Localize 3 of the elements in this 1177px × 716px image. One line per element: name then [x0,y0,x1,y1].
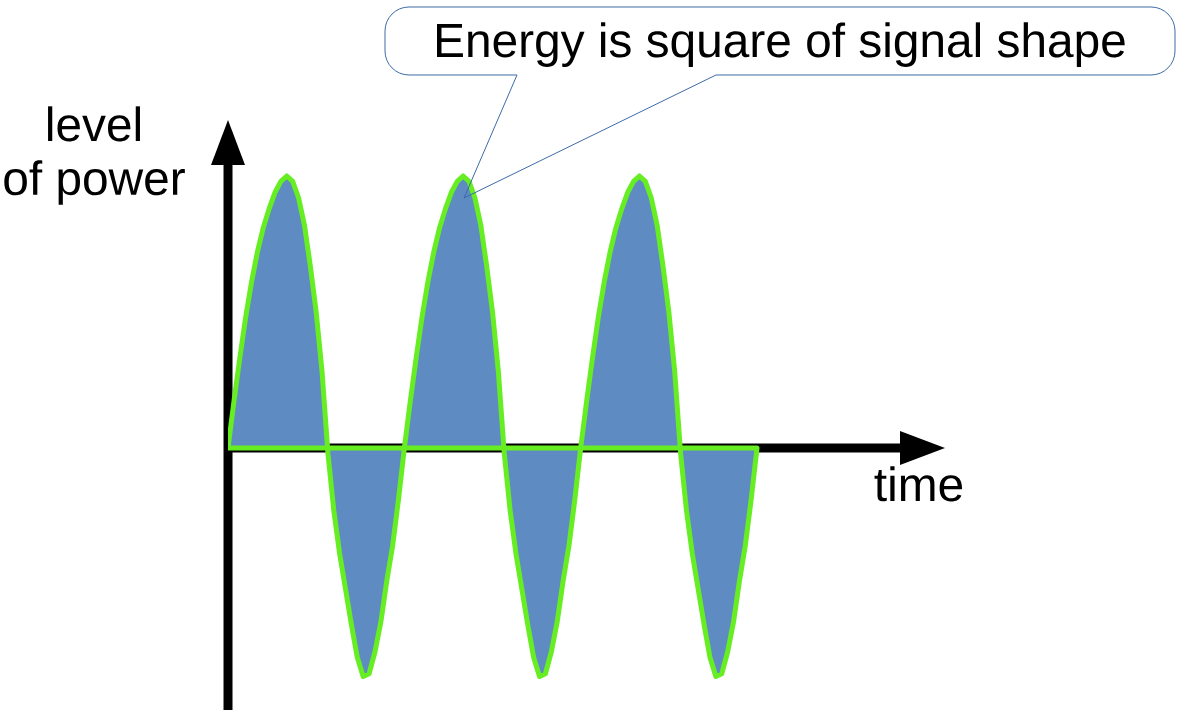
x-axis-title: time [874,466,963,502]
text: Energy is square of signal shape [437,22,1125,67]
y-axis-title: level of power [4,106,185,205]
